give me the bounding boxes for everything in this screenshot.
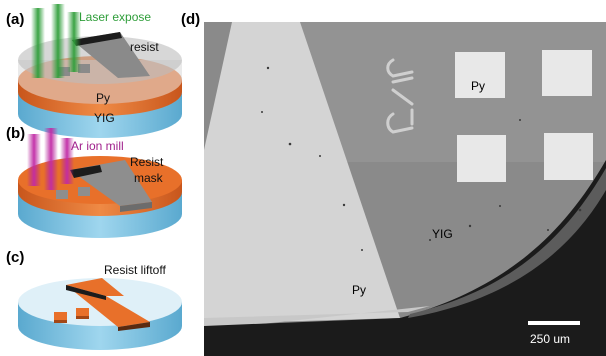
debris-specks <box>261 66 582 251</box>
py-wedge-region <box>204 22 400 324</box>
resist-mask-label-1: Resist <box>130 155 164 169</box>
py-square-pad-1 <box>455 52 505 98</box>
panel-b-tag: (b) <box>6 125 25 142</box>
panel-b: (b) Ar ion mill Resist mask <box>6 125 182 238</box>
ion-beam-2 <box>44 128 58 190</box>
py-square-pad-3 <box>457 135 506 182</box>
pads-py-label: Py <box>471 79 485 93</box>
ion-beam-3 <box>60 138 74 184</box>
py-square-pad-4 <box>544 133 593 180</box>
substrate-yig-label: YIG <box>432 227 453 241</box>
scale-bar-label: 250 um <box>530 332 570 346</box>
resist-mask-edge <box>70 165 102 178</box>
scale-bar <box>528 321 580 325</box>
microscope-image: Py YIG Py 250 um <box>204 22 606 356</box>
exposed-pad-2 <box>78 64 90 73</box>
panel-a-tag: (a) <box>6 11 24 28</box>
laser-expose-label: Laser expose <box>79 10 151 24</box>
py-wedge-dark-edge <box>66 285 106 300</box>
resist-label: resist <box>130 40 159 54</box>
laser-beam-1 <box>31 8 45 78</box>
panel-c-tag: (c) <box>6 249 24 266</box>
panel-a: (a) Laser expose resist Py YIG <box>6 4 182 138</box>
panel-d: (d) <box>181 11 606 356</box>
py-pad-2-side <box>76 316 89 319</box>
panel-c: (c) Resist liftoff <box>6 249 182 350</box>
yig-label: YIG <box>94 111 115 125</box>
py-wedge-side <box>118 322 150 331</box>
mask-pad-1 <box>56 190 68 199</box>
exposed-wedge <box>72 32 150 78</box>
panel-d-tag: (d) <box>181 11 200 28</box>
py-pad-2 <box>76 308 89 316</box>
resist-mask-label-2: mask <box>134 171 164 185</box>
py-wedge-top <box>66 285 150 327</box>
wedge-py-label: Py <box>352 283 366 297</box>
alignment-marks <box>386 58 414 134</box>
exposed-wedge-dark <box>72 32 122 46</box>
py-label: Py <box>96 91 110 105</box>
py-square-pad-2 <box>542 50 592 96</box>
py-wedge-back <box>66 278 124 296</box>
resist-mask-side <box>120 202 152 212</box>
py-pad-1 <box>54 312 67 320</box>
py-pad-1-side <box>54 320 67 323</box>
substrate-edge-dark <box>204 160 606 356</box>
ar-ion-mill-label: Ar ion mill <box>71 139 124 153</box>
resist-liftoff-label: Resist liftoff <box>104 263 166 277</box>
laser-beam-3 <box>67 12 81 72</box>
laser-beam-2 <box>51 4 65 78</box>
ion-beam-1 <box>27 134 41 186</box>
mask-pad-2 <box>78 187 90 196</box>
